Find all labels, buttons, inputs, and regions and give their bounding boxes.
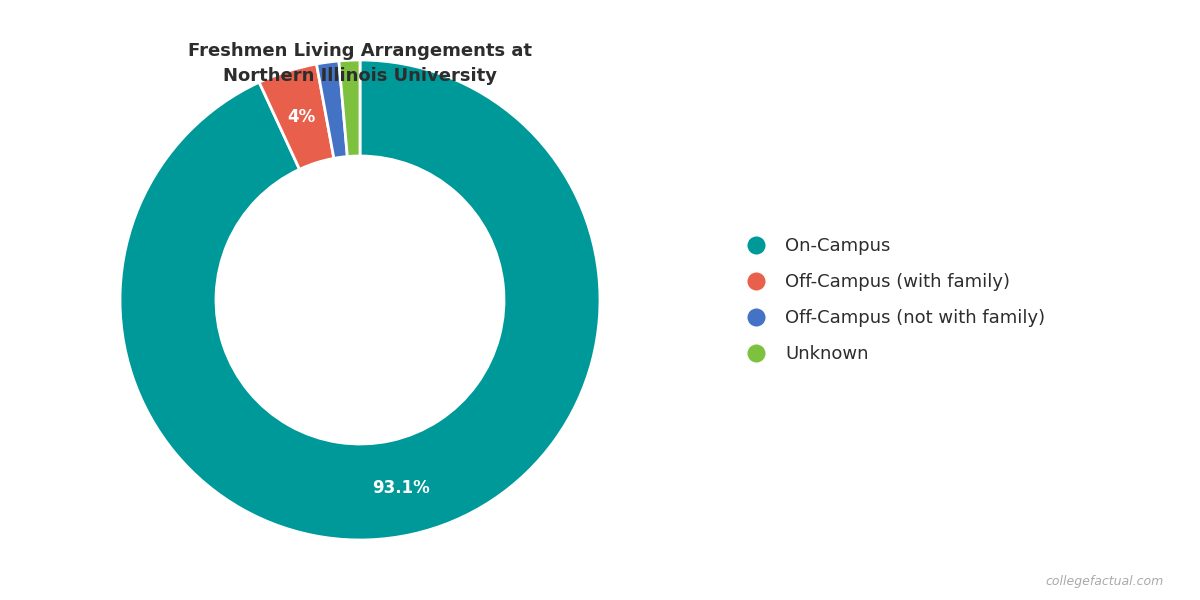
Wedge shape bbox=[338, 60, 360, 157]
Text: 93.1%: 93.1% bbox=[372, 479, 430, 497]
Text: collegefactual.com: collegefactual.com bbox=[1045, 575, 1164, 588]
Wedge shape bbox=[259, 64, 334, 169]
Wedge shape bbox=[120, 60, 600, 540]
Text: Freshmen Living Arrangements at
Northern Illinois University: Freshmen Living Arrangements at Northern… bbox=[188, 42, 532, 85]
Legend: On-Campus, Off-Campus (with family), Off-Campus (not with family), Unknown: On-Campus, Off-Campus (with family), Off… bbox=[730, 228, 1054, 372]
Text: 4%: 4% bbox=[288, 108, 316, 126]
Wedge shape bbox=[317, 61, 347, 158]
